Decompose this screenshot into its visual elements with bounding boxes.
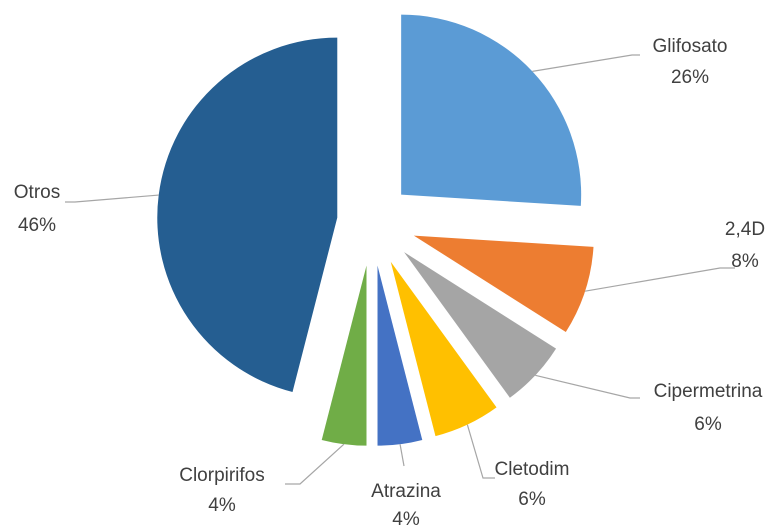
value-label: 4% <box>392 509 420 526</box>
category-label: Cipermetrina <box>654 381 763 402</box>
category-label: Clorpirifos <box>179 465 265 486</box>
value-label: 6% <box>518 489 546 510</box>
pie-slice <box>413 235 594 333</box>
pie-slice <box>404 252 557 398</box>
leader-line <box>285 443 345 485</box>
pie-slice <box>390 261 497 437</box>
pie-slice <box>157 37 338 392</box>
category-label: Otros <box>14 182 60 203</box>
pie-slice <box>377 265 423 446</box>
leader-line <box>535 374 640 399</box>
value-label: 4% <box>208 495 236 516</box>
leader-line <box>466 424 495 479</box>
category-label: Glifosato <box>653 36 728 57</box>
value-label: 6% <box>694 414 722 435</box>
leader-line <box>65 194 159 203</box>
value-label: 26% <box>671 67 709 88</box>
value-label: 8% <box>731 251 759 272</box>
category-label: Cletodim <box>495 459 570 480</box>
leader-line <box>532 54 640 72</box>
value-label: 46% <box>18 215 56 236</box>
leader-line <box>584 267 735 292</box>
pie-slice <box>321 265 367 446</box>
category-label: 2,4D <box>725 219 765 240</box>
pie-slice <box>401 14 582 206</box>
leader-line <box>399 444 405 467</box>
category-label: Atrazina <box>371 481 441 502</box>
